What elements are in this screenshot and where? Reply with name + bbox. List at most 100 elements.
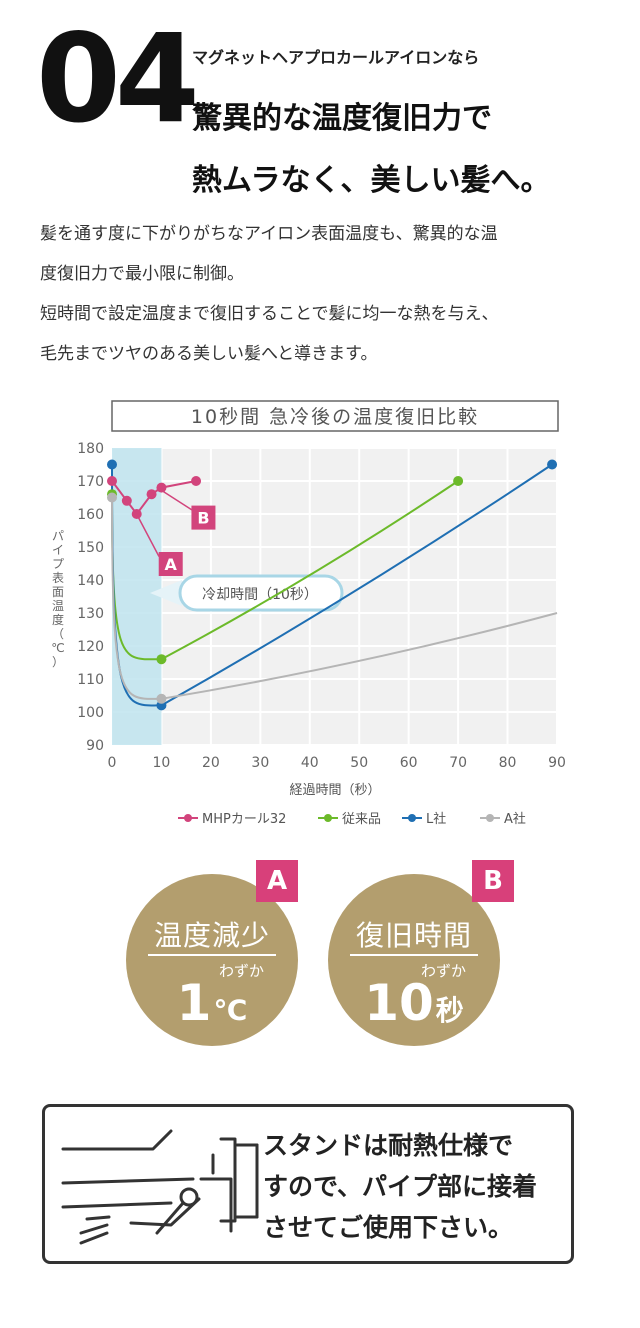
callout-label: B [197,509,209,528]
section-title-line-2: 熱ムラなく、美しい髪へ。 [192,163,551,198]
badge-divider [148,954,276,956]
y-tick-label: 150 [77,540,104,556]
legend-label: 従来品 [342,812,381,827]
stand-notice: スタンドは耐熱仕様で すので、パイプ部に接着 させてご使用下さい。 [42,1104,574,1264]
legend-swatch-dot [486,814,494,822]
cooling-label-pointer [150,580,182,606]
series-line-3 [111,497,558,700]
badge-label: 復旧時間 [355,919,472,952]
badge-small-note: わずか [218,962,264,980]
series-point [156,654,167,665]
chart-legend: MHPカール32 従来品 L社 A社 [178,811,526,827]
x-tick-label: 50 [350,755,368,771]
y-axis-label-char: ℃ [51,641,64,655]
section-subtitle: マグネットヘアプロカールアイロンなら [192,48,480,67]
series-point [121,495,132,506]
y-axis-label-char: プ [52,557,64,571]
y-axis-label-char: 温 [52,599,64,613]
cooling-label-pill [178,574,344,612]
legend-item-0: MHPカール32 [178,812,286,827]
y-axis-label-char: 表 [52,571,64,585]
legend-item-2: L社 [402,811,446,827]
series-point [107,492,117,503]
legend-label: L社 [426,811,446,827]
cooling-label: 冷却時間（10秒） [150,574,344,612]
y-tick-label: 120 [77,639,104,655]
x-tick-label: 80 [499,755,517,771]
callout-a: A [138,517,183,576]
chart-x-axis-label: 経過時間（秒） [289,783,380,798]
series-point [107,476,117,486]
x-tick-label: 20 [202,755,220,771]
section-number: 04 [36,8,200,150]
description-line-2: 度復旧力で最小限に制御。 [40,264,244,284]
legend-item-3: A社 [480,811,526,827]
chart-series-points [107,459,558,711]
chart-title-box: 10秒間 急冷後の温度復旧比較 [111,400,559,432]
y-axis-label-char: （ [52,627,64,641]
y-tick-label: 170 [77,474,104,490]
stand-notice-line-1: スタンドは耐熱仕様で [263,1131,514,1160]
badge-circle: 温度減少 わずか 1℃ [126,874,298,1046]
legend-swatch-dot [408,814,416,822]
badge-temperature-drop: 温度減少 わずか 1℃ A [126,860,306,1050]
badge-value: 1℃ [126,974,298,1032]
chart-series-lines [111,463,558,707]
callout-box [191,505,216,530]
y-tick-label: 130 [77,606,104,622]
callout-box [158,552,183,576]
badge-tag: A [256,860,298,902]
y-tick-label: 160 [77,507,104,523]
badge-value: 10秒 [328,974,500,1032]
series-point [156,693,167,704]
series-point [146,489,157,500]
y-axis-label-char: ） [52,655,64,669]
y-tick-label: 100 [77,705,104,721]
curling-iron-stand-illustration [61,1129,259,1245]
callout-b: B [163,490,216,530]
legend-label: MHPカール32 [202,812,286,827]
x-tick-label: 0 [108,755,117,771]
chart-tick-labels: 0 10 20 30 40 50 60 70 80 90 90 100 110 120 130 140 150 1… [77,441,566,771]
badge-unit: 秒 [435,994,464,1027]
legend-label: A社 [504,811,526,827]
y-axis-label-char: パ [52,529,64,543]
series-point [107,459,117,470]
x-tick-label: 70 [449,755,467,771]
y-axis-label-char: 度 [52,612,64,627]
chart-callouts: AB [138,490,216,576]
badge-number: 10 [364,974,434,1032]
y-tick-label: 180 [77,441,104,457]
x-tick-label: 10 [153,755,171,771]
badge-number: 1 [176,974,212,1032]
description-line-3: 短時間で設定温度まで復旧することで髪に均一な熱を与え、 [40,304,499,324]
description: 髪を通す度に下がりがちなアイロン表面温度も、驚異的な温 度復旧力で最小限に制御。… [40,214,600,374]
series-line-1 [111,480,459,661]
series-point [547,459,558,470]
badge-circle: 復旧時間 わずか 10秒 [328,874,500,1046]
legend-swatch-dot [184,814,192,822]
callout-label: A [165,555,178,574]
section-title-line-1: 驚異的な温度復旧力で [192,101,492,136]
y-tick-label: 110 [77,672,104,688]
stand-notice-text: スタンドは耐熱仕様で すので、パイプ部に接着 させてご使用下さい。 [263,1125,537,1248]
description-line-1: 髪を通す度に下がりがちなアイロン表面温度も、驚異的な温 [40,224,498,244]
section-title: 驚異的な温度復旧力で 熱ムラなく、美しい髪へ。 [192,88,551,212]
chart-title: 10秒間 急冷後の温度復旧比較 [191,406,479,428]
badge-divider [350,954,478,956]
y-tick-label: 90 [86,738,104,754]
badge-unit: ℃ [213,994,248,1027]
series-point [131,509,142,519]
y-axis-label-char: イ [52,543,64,557]
stand-notice-line-3: させてご使用下さい。 [263,1213,514,1242]
badge-small-note: わずか [420,962,466,980]
badge-label: 温度減少 [153,919,270,952]
temperature-recovery-chart: 冷却時間（10秒） 0 10 20 30 40 50 60 70 80 90 90 100 110 120… [51,400,566,827]
series-point [453,476,464,486]
x-tick-label: 40 [301,755,319,771]
x-tick-label: 60 [400,755,418,771]
y-axis-label-char: 面 [52,585,64,599]
badge-tag: B [472,860,514,902]
series-point [191,476,202,486]
